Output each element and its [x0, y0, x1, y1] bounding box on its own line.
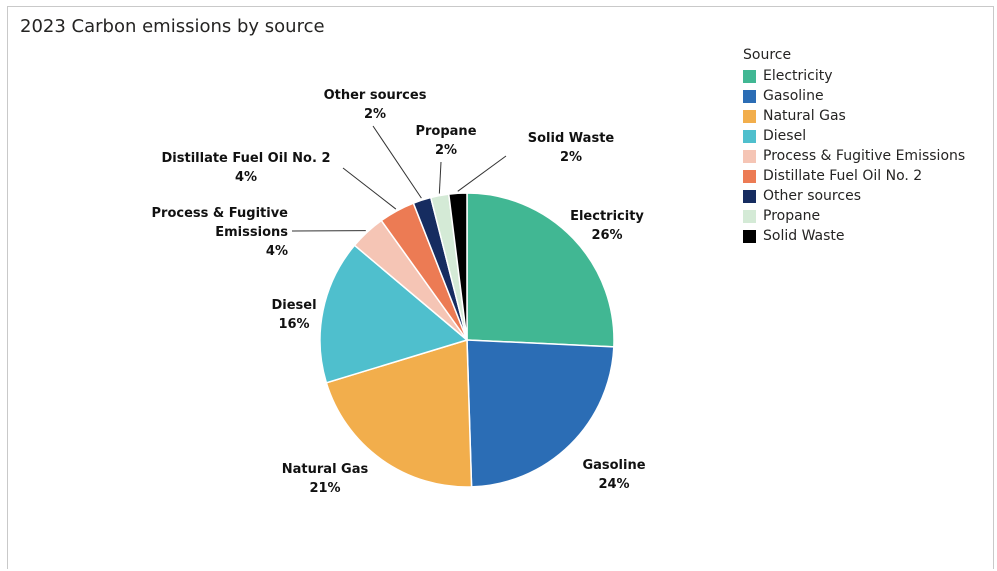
- legend-swatch: [743, 169, 756, 183]
- legend-item-gasoline[interactable]: Gasoline: [743, 86, 965, 106]
- legend-title: Source: [743, 47, 792, 63]
- legend-swatch: [743, 189, 756, 203]
- legend-swatch: [743, 229, 756, 243]
- leader-line-distillate-fuel-oil-no-2: [342, 167, 397, 210]
- legend-label: Gasoline: [763, 88, 824, 104]
- legend-item-electricity[interactable]: Electricity: [743, 66, 965, 86]
- pie-slices: [319, 192, 615, 488]
- leader-lines: [291, 125, 507, 232]
- legend-items: Electricity Gasoline Natural Gas Diesel Proc…: [743, 66, 965, 246]
- leader-line-propane: [438, 161, 442, 194]
- legend-swatch: [743, 149, 756, 163]
- legend-item-distillate-fuel-oil-no-2[interactable]: Distillate Fuel Oil No. 2: [743, 166, 965, 186]
- legend-label: Electricity: [763, 68, 833, 84]
- slice-label-process-fugitive-emissions: Process & Fugitive Emissions 4%: [152, 206, 289, 259]
- legend-label: Process & Fugitive Emissions: [763, 148, 966, 164]
- legend-item-other-sources[interactable]: Other sources: [743, 186, 965, 206]
- legend-label: Distillate Fuel Oil No. 2: [763, 168, 923, 184]
- slice-labels: Electricity 26% Gasoline 24% Natural Gas 21% D…: [152, 88, 646, 496]
- legend-item-propane[interactable]: Propane: [743, 206, 965, 226]
- pie-slice-diesel[interactable]: [319, 244, 469, 384]
- legend-swatch: [743, 89, 756, 103]
- pie-slice-gasoline[interactable]: [466, 339, 615, 488]
- slice-label-solid-waste: Solid Waste 2%: [528, 131, 615, 165]
- pie-slice-electricity[interactable]: [466, 192, 615, 348]
- slice-label-natural-gas: Natural Gas 21%: [282, 462, 369, 496]
- legend-swatch: [743, 129, 756, 143]
- slice-label-diesel: Diesel 16%: [271, 298, 316, 332]
- legend-item-solid-waste[interactable]: Solid Waste: [743, 226, 965, 246]
- legend-swatch: [743, 109, 756, 123]
- legend-item-natural-gas[interactable]: Natural Gas: [743, 106, 965, 126]
- legend-label: Diesel: [763, 128, 807, 144]
- slice-label-propane: Propane 2%: [415, 124, 476, 158]
- slice-label-distillate-fuel-oil-no-2: Distillate Fuel Oil No. 2 4%: [162, 151, 331, 185]
- legend-swatch: [743, 69, 756, 83]
- legend: Source Electricity Gasoline Natural Gas Die…: [743, 47, 965, 246]
- slice-label-gasoline: Gasoline 24%: [582, 458, 645, 492]
- slice-label-electricity: Electricity 26%: [570, 209, 644, 243]
- legend-item-diesel[interactable]: Diesel: [743, 126, 965, 146]
- slice-label-other-sources: Other sources 2%: [324, 88, 427, 122]
- pie-slice-solid-waste[interactable]: [447, 192, 468, 341]
- legend-label: Solid Waste: [763, 228, 845, 244]
- legend-item-process-fugitive-emissions[interactable]: Process & Fugitive Emissions: [743, 146, 965, 166]
- leader-line-other-sources: [372, 125, 422, 199]
- legend-label: Natural Gas: [763, 108, 846, 124]
- legend-swatch: [743, 209, 756, 223]
- pie-slice-natural-gas[interactable]: [325, 338, 473, 488]
- legend-label: Propane: [763, 208, 821, 224]
- chart-title: 2023 Carbon emissions by source: [20, 16, 325, 37]
- legend-label: Other sources: [763, 188, 861, 204]
- leader-line-solid-waste: [457, 155, 507, 192]
